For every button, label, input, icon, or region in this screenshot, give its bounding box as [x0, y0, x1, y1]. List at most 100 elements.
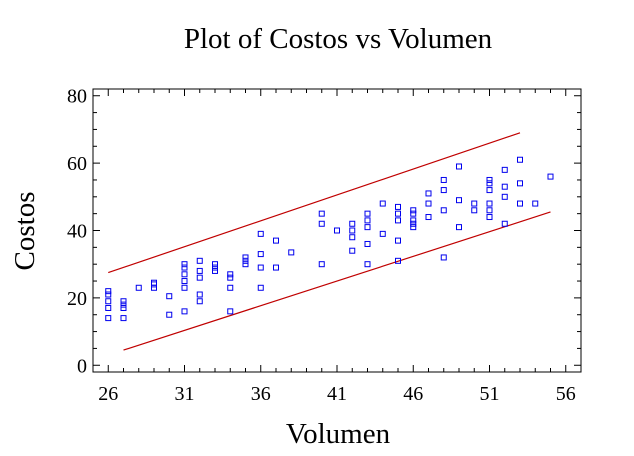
data-point [410, 220, 417, 227]
chart-title: Plot of Costos vs Volumen [184, 23, 493, 55]
data-point [395, 217, 401, 224]
data-point [105, 291, 112, 298]
data-point [410, 224, 417, 231]
data-point [181, 261, 188, 268]
data-point [486, 200, 493, 207]
data-point [334, 227, 340, 234]
data-point [486, 207, 493, 214]
data-point [410, 217, 417, 224]
data-point [196, 257, 203, 264]
data-point [440, 254, 447, 261]
y-tick-label: 20 [67, 288, 87, 310]
data-point [257, 230, 264, 237]
data-point [532, 200, 539, 207]
data-point [456, 163, 462, 170]
y-tick-label: 0 [77, 355, 87, 377]
data-point [242, 254, 249, 261]
data-point [440, 176, 447, 183]
data-point [181, 284, 188, 291]
data-point [395, 237, 401, 244]
data-point [257, 264, 264, 271]
x-axis: 26 31 36 41 46 51 56 [92, 89, 582, 405]
data-point [151, 281, 157, 288]
data-point [364, 240, 371, 247]
data-point [227, 308, 234, 315]
data-point [456, 197, 462, 204]
data-point [227, 271, 234, 278]
plot-frame [92, 88, 582, 373]
y-axis-label: Costos [9, 192, 41, 271]
data-point [212, 261, 218, 268]
data-point [364, 217, 371, 224]
data-point [501, 220, 508, 227]
data-point [486, 176, 493, 183]
prediction-limit-line [123, 211, 551, 351]
x-tick-label: 41 [327, 383, 347, 405]
data-point [349, 247, 356, 254]
data-point [379, 200, 386, 207]
x-tick-label: 36 [251, 383, 271, 405]
data-point [181, 271, 188, 278]
data-point [318, 210, 325, 217]
data-point [135, 284, 142, 291]
data-point [501, 193, 508, 200]
data-point [212, 267, 218, 274]
data-point [349, 227, 356, 234]
data-point [395, 210, 401, 217]
data-point [410, 207, 417, 214]
y-tick-label: 60 [67, 153, 87, 175]
data-point [120, 315, 127, 322]
data-point [227, 284, 234, 291]
data-point [471, 207, 478, 214]
data-point [120, 301, 127, 308]
data-point [288, 249, 295, 256]
x-tick-label: 31 [175, 383, 195, 405]
data-point [242, 261, 249, 268]
x-axis-label: Volumen [286, 418, 391, 450]
data-point [456, 224, 462, 231]
data-point [517, 200, 523, 207]
prediction-limits [108, 132, 551, 351]
data-point [517, 156, 523, 163]
data-point [105, 315, 112, 322]
data-point [227, 274, 234, 281]
data-point [257, 251, 264, 258]
data-point [196, 298, 203, 305]
x-tick-label: 56 [556, 383, 576, 405]
data-point [379, 230, 386, 237]
data-point [349, 234, 356, 241]
data-point [105, 304, 112, 311]
data-point [547, 173, 554, 180]
data-point [440, 207, 447, 214]
data-point [212, 264, 218, 271]
data-point [120, 298, 127, 305]
y-tick-label: 80 [67, 86, 87, 108]
x-tick-label: 51 [480, 383, 500, 405]
data-point [364, 210, 371, 217]
data-point [440, 187, 447, 194]
data-point [471, 200, 478, 207]
data-point [425, 190, 432, 197]
data-point [242, 257, 249, 264]
data-point [395, 203, 401, 210]
data-point [166, 311, 173, 318]
data-point [349, 220, 356, 227]
data-point [273, 237, 279, 244]
data-point [151, 284, 157, 291]
data-point [501, 183, 508, 190]
data-point [318, 261, 325, 268]
x-tick-label: 46 [403, 383, 423, 405]
data-point [181, 264, 188, 271]
data-point [486, 187, 493, 194]
data-point [486, 180, 493, 187]
data-point [151, 279, 157, 286]
data-point [196, 291, 203, 298]
data-point [181, 278, 188, 285]
data-point [105, 288, 112, 295]
data-point [364, 261, 371, 268]
data-point [517, 180, 523, 187]
data-point [364, 224, 371, 231]
x-tick-label: 26 [98, 383, 118, 405]
data-point [318, 220, 325, 227]
data-point [395, 257, 401, 264]
